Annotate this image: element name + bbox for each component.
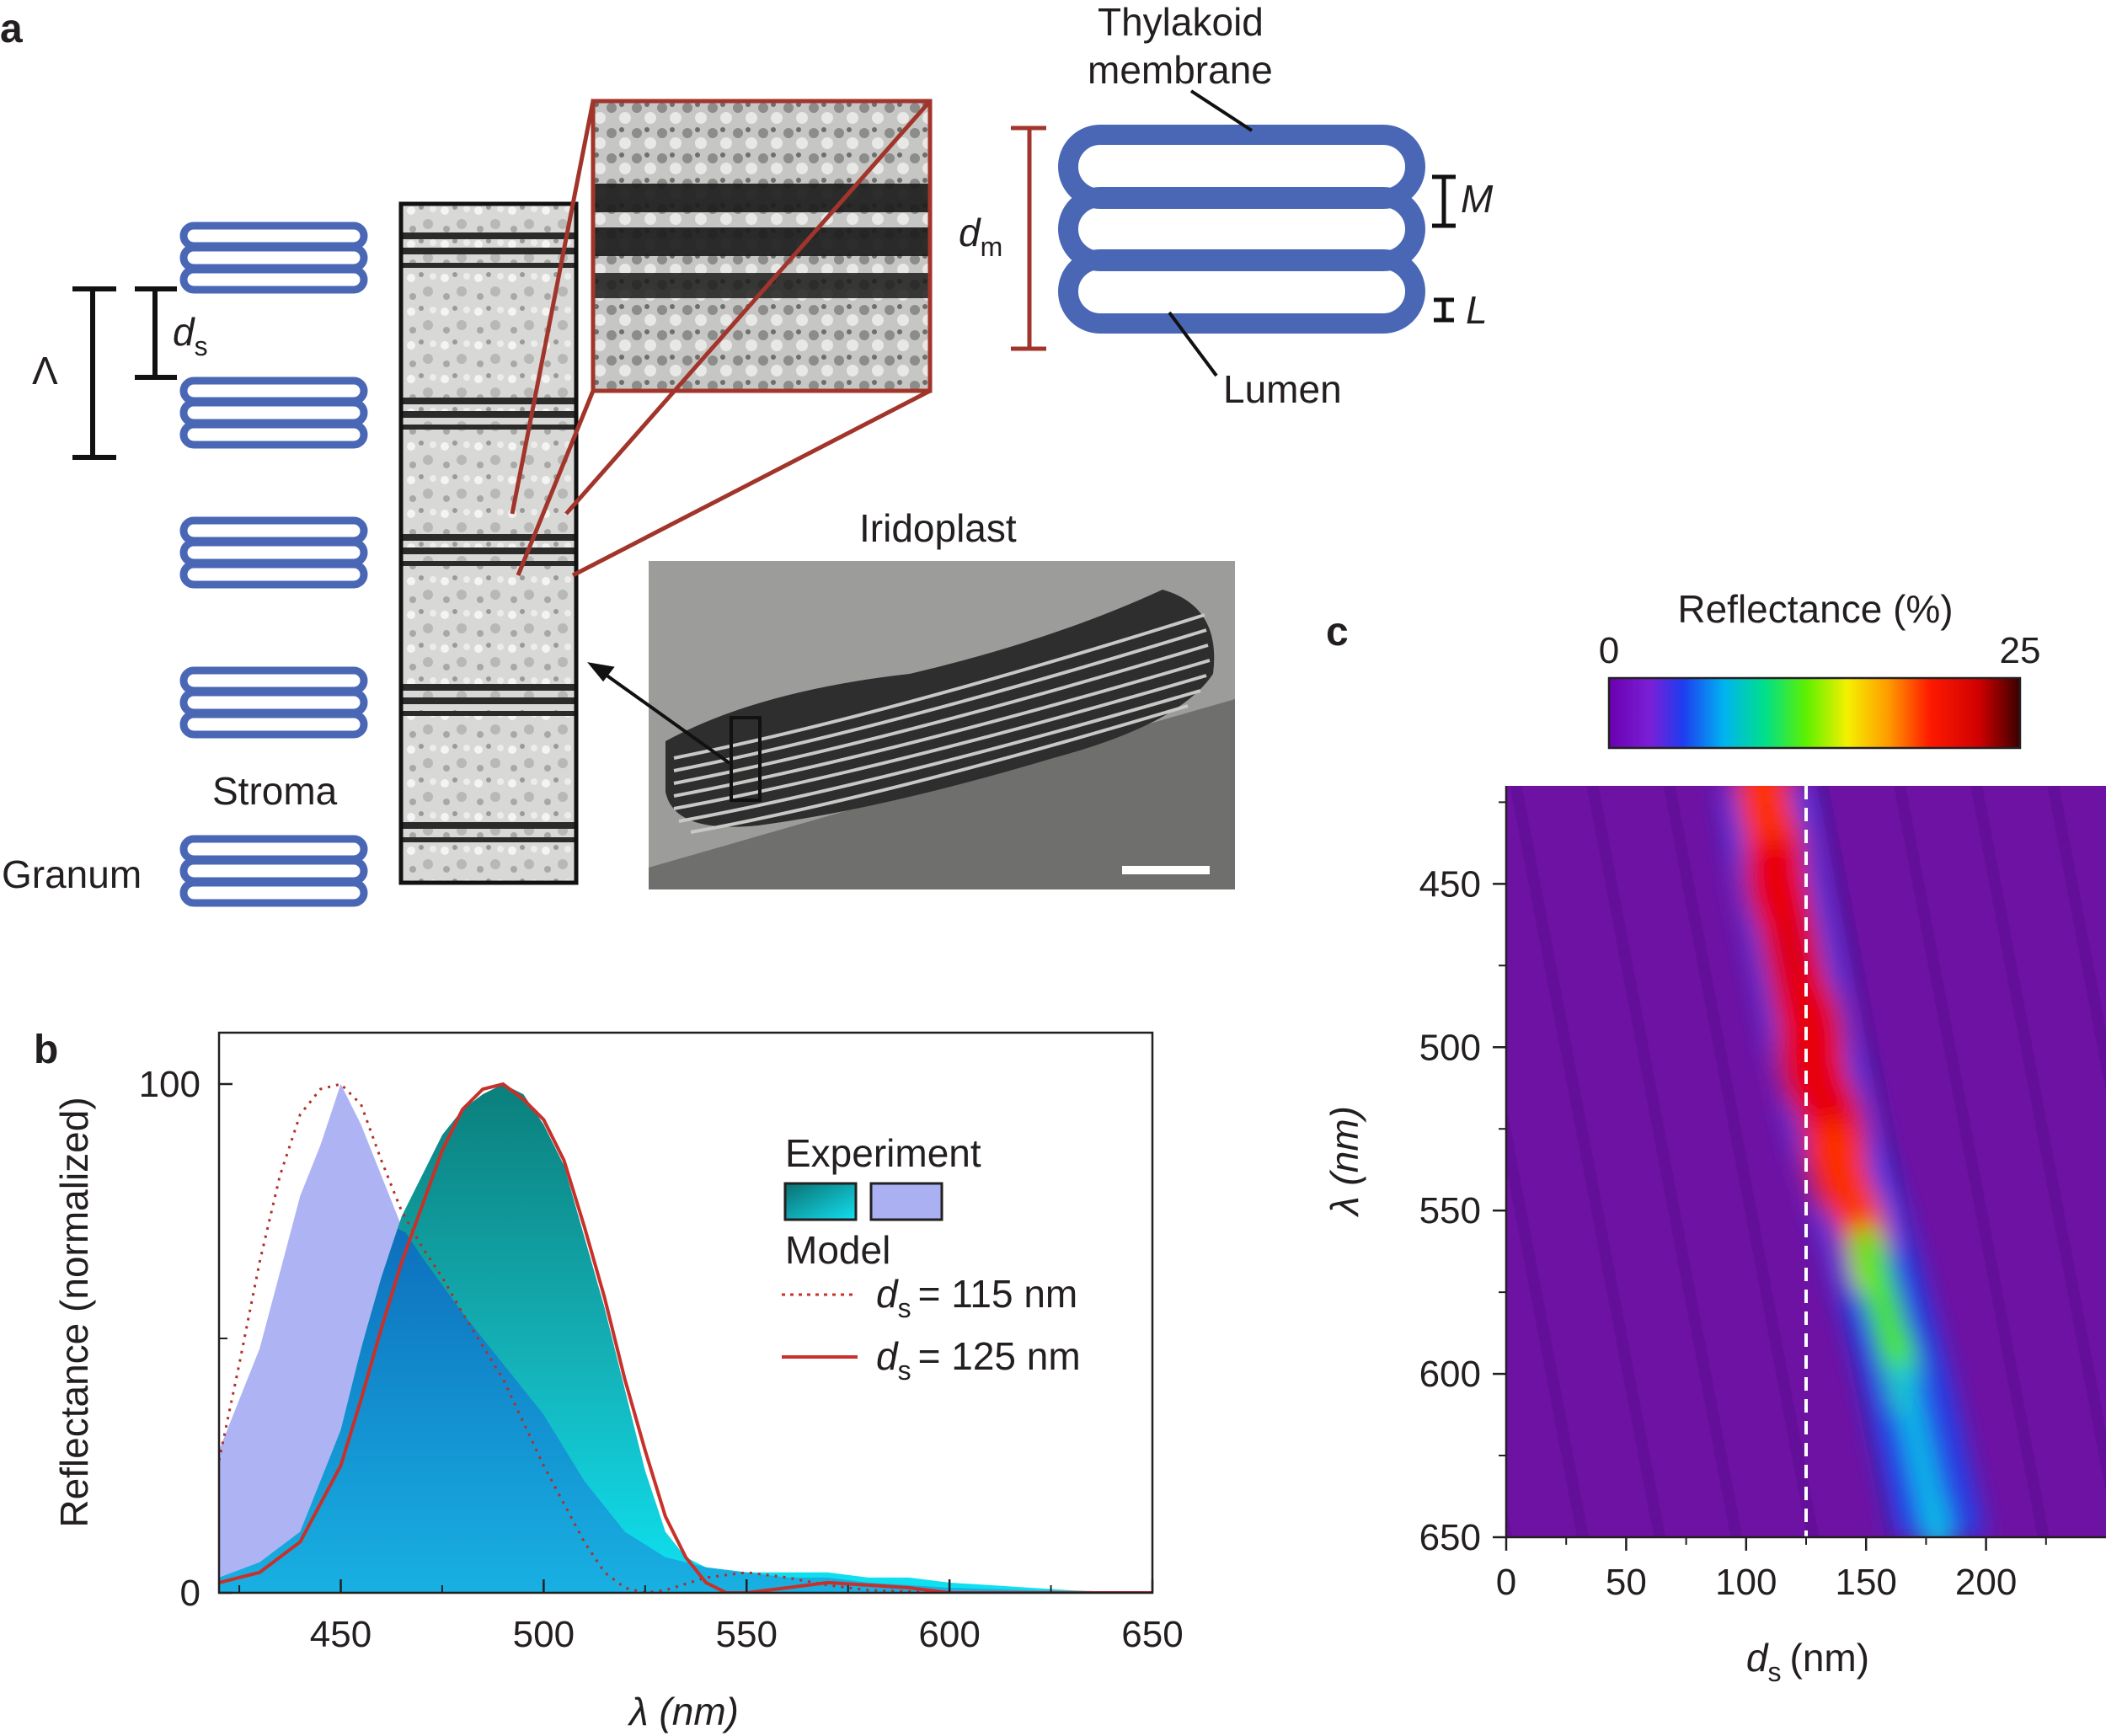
zoom-connector-lines (510, 99, 932, 578)
x-tick-label-500: 500 (513, 1614, 575, 1655)
fringe-stripe (1506, 1105, 1590, 1537)
ds-bracket (135, 286, 177, 380)
fringe-stripe (1663, 786, 1820, 1537)
ridge-segment (1890, 1361, 1950, 1537)
c-y-tick-label-650: 650 (1419, 1517, 1481, 1558)
fringe-stripe (1586, 786, 1743, 1537)
panel-label-b: b (34, 1028, 58, 1072)
legend-model-115-label: ds = 115 nm (876, 1272, 1077, 1323)
panel-label-a: a (0, 7, 23, 51)
c-y-tick-label-450: 450 (1419, 863, 1481, 905)
thylakoid-diagram (1058, 125, 1425, 334)
panel-c-xlabel: ds (nm) (1746, 1636, 1869, 1687)
colorbar-title: Reflectance (%) (1677, 587, 1953, 631)
c-y-tick-label-500: 500 (1419, 1027, 1481, 1068)
legend-experiment-title: Experiment (785, 1131, 981, 1175)
fringe-stripe (1894, 786, 2050, 1537)
panel-c-heatmap: 0 50 100 150 200 450 500 550 600 650 λ (nm) ds (nm… (1323, 786, 2106, 1687)
iridoplast-arrow (587, 662, 731, 765)
dm-bracket (1011, 126, 1046, 351)
l-label: L (1466, 288, 1488, 332)
fringe-stripe (1970, 786, 2106, 1494)
ridge-segment (1810, 1120, 1891, 1268)
thylakoid-pointer (1189, 89, 1253, 132)
panel-b-series-group (219, 1082, 1152, 1593)
colorbar-min-label: 0 (1599, 630, 1619, 671)
ridge-segment (1849, 1226, 1919, 1391)
panel-label-c: c (1326, 610, 1349, 654)
c-y-tick-label-550: 550 (1419, 1190, 1481, 1231)
em-magnified-inset (591, 99, 933, 393)
c-x-tick-label-200: 200 (1955, 1562, 2017, 1603)
ds-label: ds (173, 310, 208, 361)
x-tick-label-550: 550 (716, 1614, 778, 1655)
y-tick-label-100: 100 (139, 1064, 200, 1105)
stroma-label: Stroma (212, 769, 338, 813)
x-tick-label-450: 450 (310, 1614, 371, 1655)
m-bracket (1432, 174, 1456, 228)
granum-label: Granum (2, 852, 142, 896)
c-x-tick-label-150: 150 (1835, 1562, 1896, 1603)
panel-b-ylabel: Reflectance (normalized) (52, 1097, 96, 1527)
granum-stack-5 (179, 835, 368, 907)
granum-stacks (179, 222, 368, 907)
panel-b-plot-frame (217, 1031, 1154, 1594)
granum-stack-1 (179, 222, 368, 294)
legend-experiment-teal-swatch (783, 1182, 858, 1221)
m-label: M (1461, 177, 1494, 221)
iridoplast-micrograph (649, 561, 1235, 889)
granum-stack-4 (179, 666, 368, 739)
thylakoid-label-line2: membrane (1088, 48, 1273, 92)
y-tick-label-0: 0 (180, 1573, 200, 1614)
granum-stack-2 (179, 377, 368, 449)
panel-b-ticks: 450 500 550 600 650 0 100 (139, 1064, 1184, 1655)
panel-b-legend: Experiment Model ds = 115 nm ds = 125 nm (782, 1131, 1081, 1386)
x-tick-label-600: 600 (918, 1614, 980, 1655)
c-x-tick-label-0: 0 (1496, 1562, 1516, 1603)
l-bracket (1434, 297, 1454, 323)
colorbar-gradient (1607, 676, 2022, 750)
experiment-overlap-area (219, 1228, 1152, 1593)
legend-experiment-lavender-swatch (869, 1182, 943, 1221)
thylakoid-label-line1: Thylakoid (1098, 0, 1264, 44)
c-x-tick-label-50: 50 (1606, 1562, 1647, 1603)
fringe-stripe (2047, 786, 2106, 1093)
panel-b-xlabel: λ (nm) (627, 1690, 739, 1733)
lambda-label: Λ (32, 349, 58, 393)
legend-model-125-label: ds = 125 nm (876, 1334, 1081, 1386)
legend-model-title: Model (785, 1228, 890, 1272)
panel-c-ylabel: λ (nm) (1323, 1106, 1366, 1218)
x-tick-label-650: 650 (1121, 1614, 1183, 1655)
lambda-bracket (72, 286, 116, 460)
em-strip (398, 201, 579, 885)
fringe-stripe (1510, 786, 1666, 1537)
panel-c-ticks: 0 50 100 150 200 450 500 550 600 650 (1419, 786, 2106, 1603)
dm-label: dm (959, 211, 1002, 262)
c-y-tick-label-600: 600 (1419, 1354, 1481, 1395)
lumen-label: Lumen (1223, 367, 1342, 411)
iridoplast-label: Iridoplast (859, 506, 1017, 550)
panel-b-chart: 450 500 550 600 650 0 100 Reflectance (normali… (52, 1031, 1184, 1733)
colorbar-max-label: 25 (2000, 630, 2041, 671)
panel-c-colorbar: Reflectance (%) 0 25 (1599, 587, 2041, 750)
c-x-tick-label-100: 100 (1715, 1562, 1777, 1603)
model-125-line (219, 1082, 1152, 1593)
granum-stack-3 (179, 516, 368, 589)
lumen-pointer (1168, 311, 1218, 377)
